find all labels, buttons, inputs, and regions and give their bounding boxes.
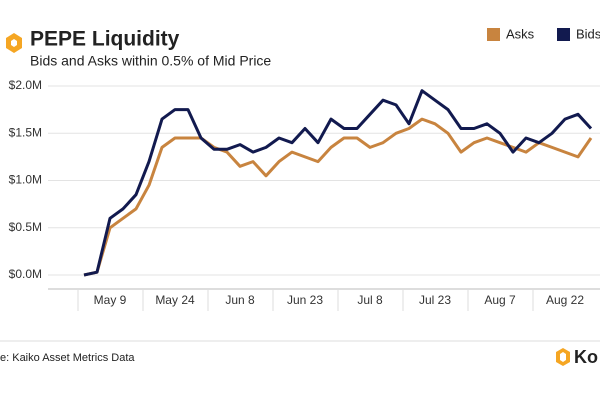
- x-tick-label: Jul 23: [419, 293, 451, 307]
- y-tick-label: $1.5M: [9, 125, 42, 139]
- x-tick-label: Aug 22: [546, 293, 584, 307]
- y-tick-label: $2.0M: [9, 78, 42, 92]
- brand: Ko: [574, 347, 598, 367]
- y-tick-label: $0.0M: [9, 267, 42, 281]
- legend-swatch: [487, 28, 500, 41]
- legend-label: Bids: [576, 26, 600, 41]
- chart-title: PEPE Liquidity: [30, 28, 180, 51]
- x-tick-label: Jun 8: [225, 293, 255, 307]
- x-tick-label: May 9: [94, 293, 127, 307]
- line: [83, 117, 593, 277]
- x-tick-label: Aug 7: [484, 293, 516, 307]
- legend-label: Asks: [506, 26, 535, 41]
- logo: [6, 33, 22, 53]
- footer-logo: [556, 348, 570, 366]
- legend-swatch: [557, 28, 570, 41]
- x-tick-label: Jun 23: [287, 293, 323, 307]
- y-tick-label: $0.5M: [9, 220, 42, 234]
- chart-subtitle: Bids and Asks within 0.5% of Mid Price: [30, 53, 271, 69]
- line: [83, 89, 593, 277]
- source: e: Kaiko Asset Metrics Data: [0, 352, 135, 364]
- x-tick-label: May 24: [155, 293, 195, 307]
- x-tick-label: Jul 8: [357, 293, 383, 307]
- y-tick-label: $1.0M: [9, 173, 42, 187]
